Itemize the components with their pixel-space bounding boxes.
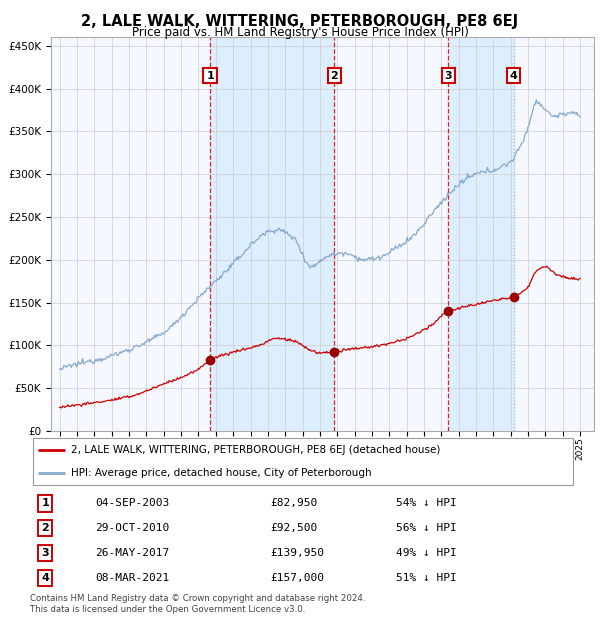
Bar [448, 37, 514, 431]
Text: 56% ↓ HPI: 56% ↓ HPI [396, 523, 457, 533]
Text: 2, LALE WALK, WITTERING, PETERBOROUGH, PE8 6EJ (detached house): 2, LALE WALK, WITTERING, PETERBOROUGH, P… [71, 445, 440, 455]
Text: 3: 3 [41, 548, 49, 558]
Text: 1: 1 [206, 71, 214, 81]
Text: £92,500: £92,500 [270, 523, 317, 533]
Text: 51% ↓ HPI: 51% ↓ HPI [396, 573, 457, 583]
Text: 04-SEP-2003: 04-SEP-2003 [95, 498, 170, 508]
Text: 3: 3 [444, 71, 452, 81]
Text: £139,950: £139,950 [270, 548, 324, 558]
Text: 2: 2 [331, 71, 338, 81]
Text: 4: 4 [510, 71, 518, 81]
Text: £82,950: £82,950 [270, 498, 317, 508]
Text: 08-MAR-2021: 08-MAR-2021 [95, 573, 170, 583]
Text: 2: 2 [41, 523, 49, 533]
FancyBboxPatch shape [33, 438, 573, 485]
Text: 26-MAY-2017: 26-MAY-2017 [95, 548, 170, 558]
Text: 2, LALE WALK, WITTERING, PETERBOROUGH, PE8 6EJ: 2, LALE WALK, WITTERING, PETERBOROUGH, P… [82, 14, 518, 29]
Text: HPI: Average price, detached house, City of Peterborough: HPI: Average price, detached house, City… [71, 469, 371, 479]
Bar [210, 37, 334, 431]
Text: Price paid vs. HM Land Registry's House Price Index (HPI): Price paid vs. HM Land Registry's House … [131, 26, 469, 39]
Text: £157,000: £157,000 [270, 573, 324, 583]
Text: 1: 1 [41, 498, 49, 508]
Text: This data is licensed under the Open Government Licence v3.0.: This data is licensed under the Open Gov… [30, 605, 305, 614]
Text: 54% ↓ HPI: 54% ↓ HPI [396, 498, 457, 508]
Text: 49% ↓ HPI: 49% ↓ HPI [396, 548, 457, 558]
Text: 29-OCT-2010: 29-OCT-2010 [95, 523, 170, 533]
Text: Contains HM Land Registry data © Crown copyright and database right 2024.: Contains HM Land Registry data © Crown c… [30, 594, 365, 603]
Text: 4: 4 [41, 573, 49, 583]
